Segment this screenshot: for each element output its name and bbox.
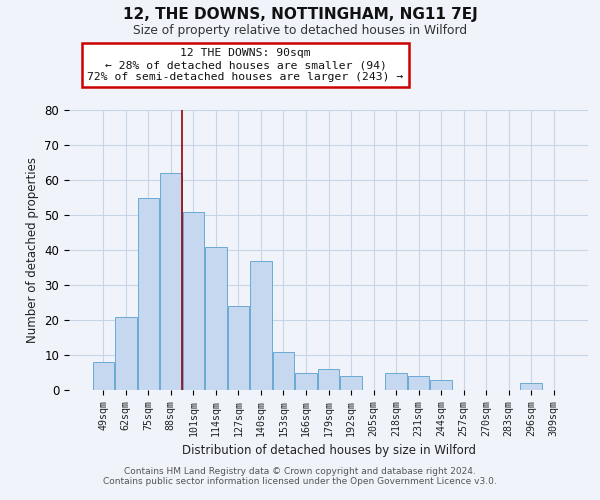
Bar: [205, 246, 227, 390]
Bar: [385, 372, 407, 390]
Text: Contains HM Land Registry data © Crown copyright and database right 2024.: Contains HM Land Registry data © Crown c…: [124, 467, 476, 476]
Bar: [137, 198, 159, 390]
Y-axis label: Number of detached properties: Number of detached properties: [26, 157, 39, 343]
Text: Size of property relative to detached houses in Wilford: Size of property relative to detached ho…: [133, 24, 467, 37]
Text: 12 THE DOWNS: 90sqm
← 28% of detached houses are smaller (94)
72% of semi-detach: 12 THE DOWNS: 90sqm ← 28% of detached ho…: [88, 48, 404, 82]
Bar: [430, 380, 452, 390]
Bar: [92, 362, 114, 390]
Text: Contains public sector information licensed under the Open Government Licence v3: Contains public sector information licen…: [103, 477, 497, 486]
Bar: [318, 369, 339, 390]
Bar: [160, 173, 182, 390]
Bar: [228, 306, 249, 390]
Bar: [250, 260, 272, 390]
Bar: [408, 376, 429, 390]
Bar: [340, 376, 362, 390]
Bar: [115, 316, 137, 390]
X-axis label: Distribution of detached houses by size in Wilford: Distribution of detached houses by size …: [182, 444, 476, 457]
Bar: [295, 372, 317, 390]
Bar: [520, 383, 542, 390]
Bar: [182, 212, 204, 390]
Bar: [273, 352, 294, 390]
Text: 12, THE DOWNS, NOTTINGHAM, NG11 7EJ: 12, THE DOWNS, NOTTINGHAM, NG11 7EJ: [122, 8, 478, 22]
